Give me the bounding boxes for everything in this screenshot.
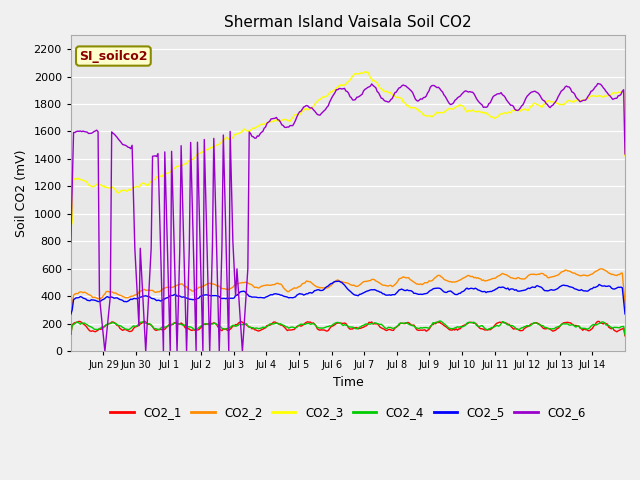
CO2_3 <box>233 131 241 137</box>
Line: CO2_1: CO2_1 <box>71 321 625 336</box>
CO2_6 <box>67 239 75 245</box>
Line: CO2_3: CO2_3 <box>71 72 625 228</box>
CO2_6 <box>458 91 465 97</box>
CO2_5 <box>335 278 343 284</box>
Text: SI_soilco2: SI_soilco2 <box>79 49 148 62</box>
CO2_1 <box>376 324 384 330</box>
CO2_3 <box>361 69 369 74</box>
CO2_6 <box>474 98 482 104</box>
CO2_3 <box>474 108 482 114</box>
Title: Sherman Island Vaisala Soil CO2: Sherman Island Vaisala Soil CO2 <box>224 15 472 30</box>
CO2_4 <box>374 321 382 327</box>
CO2_1 <box>67 331 75 337</box>
CO2_2 <box>621 301 629 307</box>
CO2_6 <box>253 133 261 139</box>
CO2_3 <box>566 98 574 104</box>
CO2_1 <box>458 324 465 329</box>
CO2_1 <box>234 320 242 326</box>
CO2_5 <box>566 284 574 290</box>
CO2_4 <box>458 324 465 330</box>
CO2_5 <box>376 289 384 295</box>
CO2_3 <box>458 103 465 109</box>
X-axis label: Time: Time <box>333 376 364 389</box>
CO2_4 <box>252 325 260 331</box>
CO2_1 <box>621 333 629 339</box>
Line: CO2_5: CO2_5 <box>71 281 625 314</box>
CO2_6 <box>566 86 574 92</box>
CO2_3 <box>376 85 384 91</box>
CO2_1 <box>141 318 148 324</box>
Line: CO2_4: CO2_4 <box>71 321 625 335</box>
CO2_1 <box>253 328 261 334</box>
CO2_6 <box>621 151 629 157</box>
CO2_5 <box>67 312 75 317</box>
Line: CO2_2: CO2_2 <box>71 269 625 310</box>
CO2_4 <box>621 332 629 337</box>
CO2_2 <box>456 277 464 283</box>
CO2_1 <box>566 320 574 326</box>
CO2_4 <box>474 324 482 329</box>
CO2_6 <box>376 93 384 98</box>
CO2_4 <box>436 318 444 324</box>
CO2_1 <box>474 323 482 329</box>
CO2_3 <box>252 124 260 130</box>
CO2_5 <box>621 311 629 317</box>
CO2_2 <box>252 284 260 290</box>
CO2_6 <box>101 348 109 354</box>
CO2_4 <box>67 331 75 337</box>
CO2_5 <box>252 294 260 300</box>
Line: CO2_6: CO2_6 <box>71 84 625 351</box>
CO2_2 <box>565 268 573 274</box>
CO2_2 <box>473 276 481 281</box>
CO2_5 <box>458 289 465 295</box>
CO2_6 <box>594 81 602 86</box>
CO2_4 <box>566 322 574 328</box>
CO2_2 <box>233 281 241 287</box>
Legend: CO2_1, CO2_2, CO2_3, CO2_4, CO2_5, CO2_6: CO2_1, CO2_2, CO2_3, CO2_4, CO2_5, CO2_6 <box>106 401 591 424</box>
CO2_4 <box>233 323 241 329</box>
CO2_2 <box>596 266 604 272</box>
CO2_5 <box>233 292 241 298</box>
CO2_2 <box>67 307 75 313</box>
CO2_5 <box>474 287 482 293</box>
CO2_3 <box>67 225 75 230</box>
Y-axis label: Soil CO2 (mV): Soil CO2 (mV) <box>15 150 28 237</box>
CO2_3 <box>621 153 629 159</box>
CO2_6 <box>234 287 242 292</box>
CO2_2 <box>374 279 382 285</box>
